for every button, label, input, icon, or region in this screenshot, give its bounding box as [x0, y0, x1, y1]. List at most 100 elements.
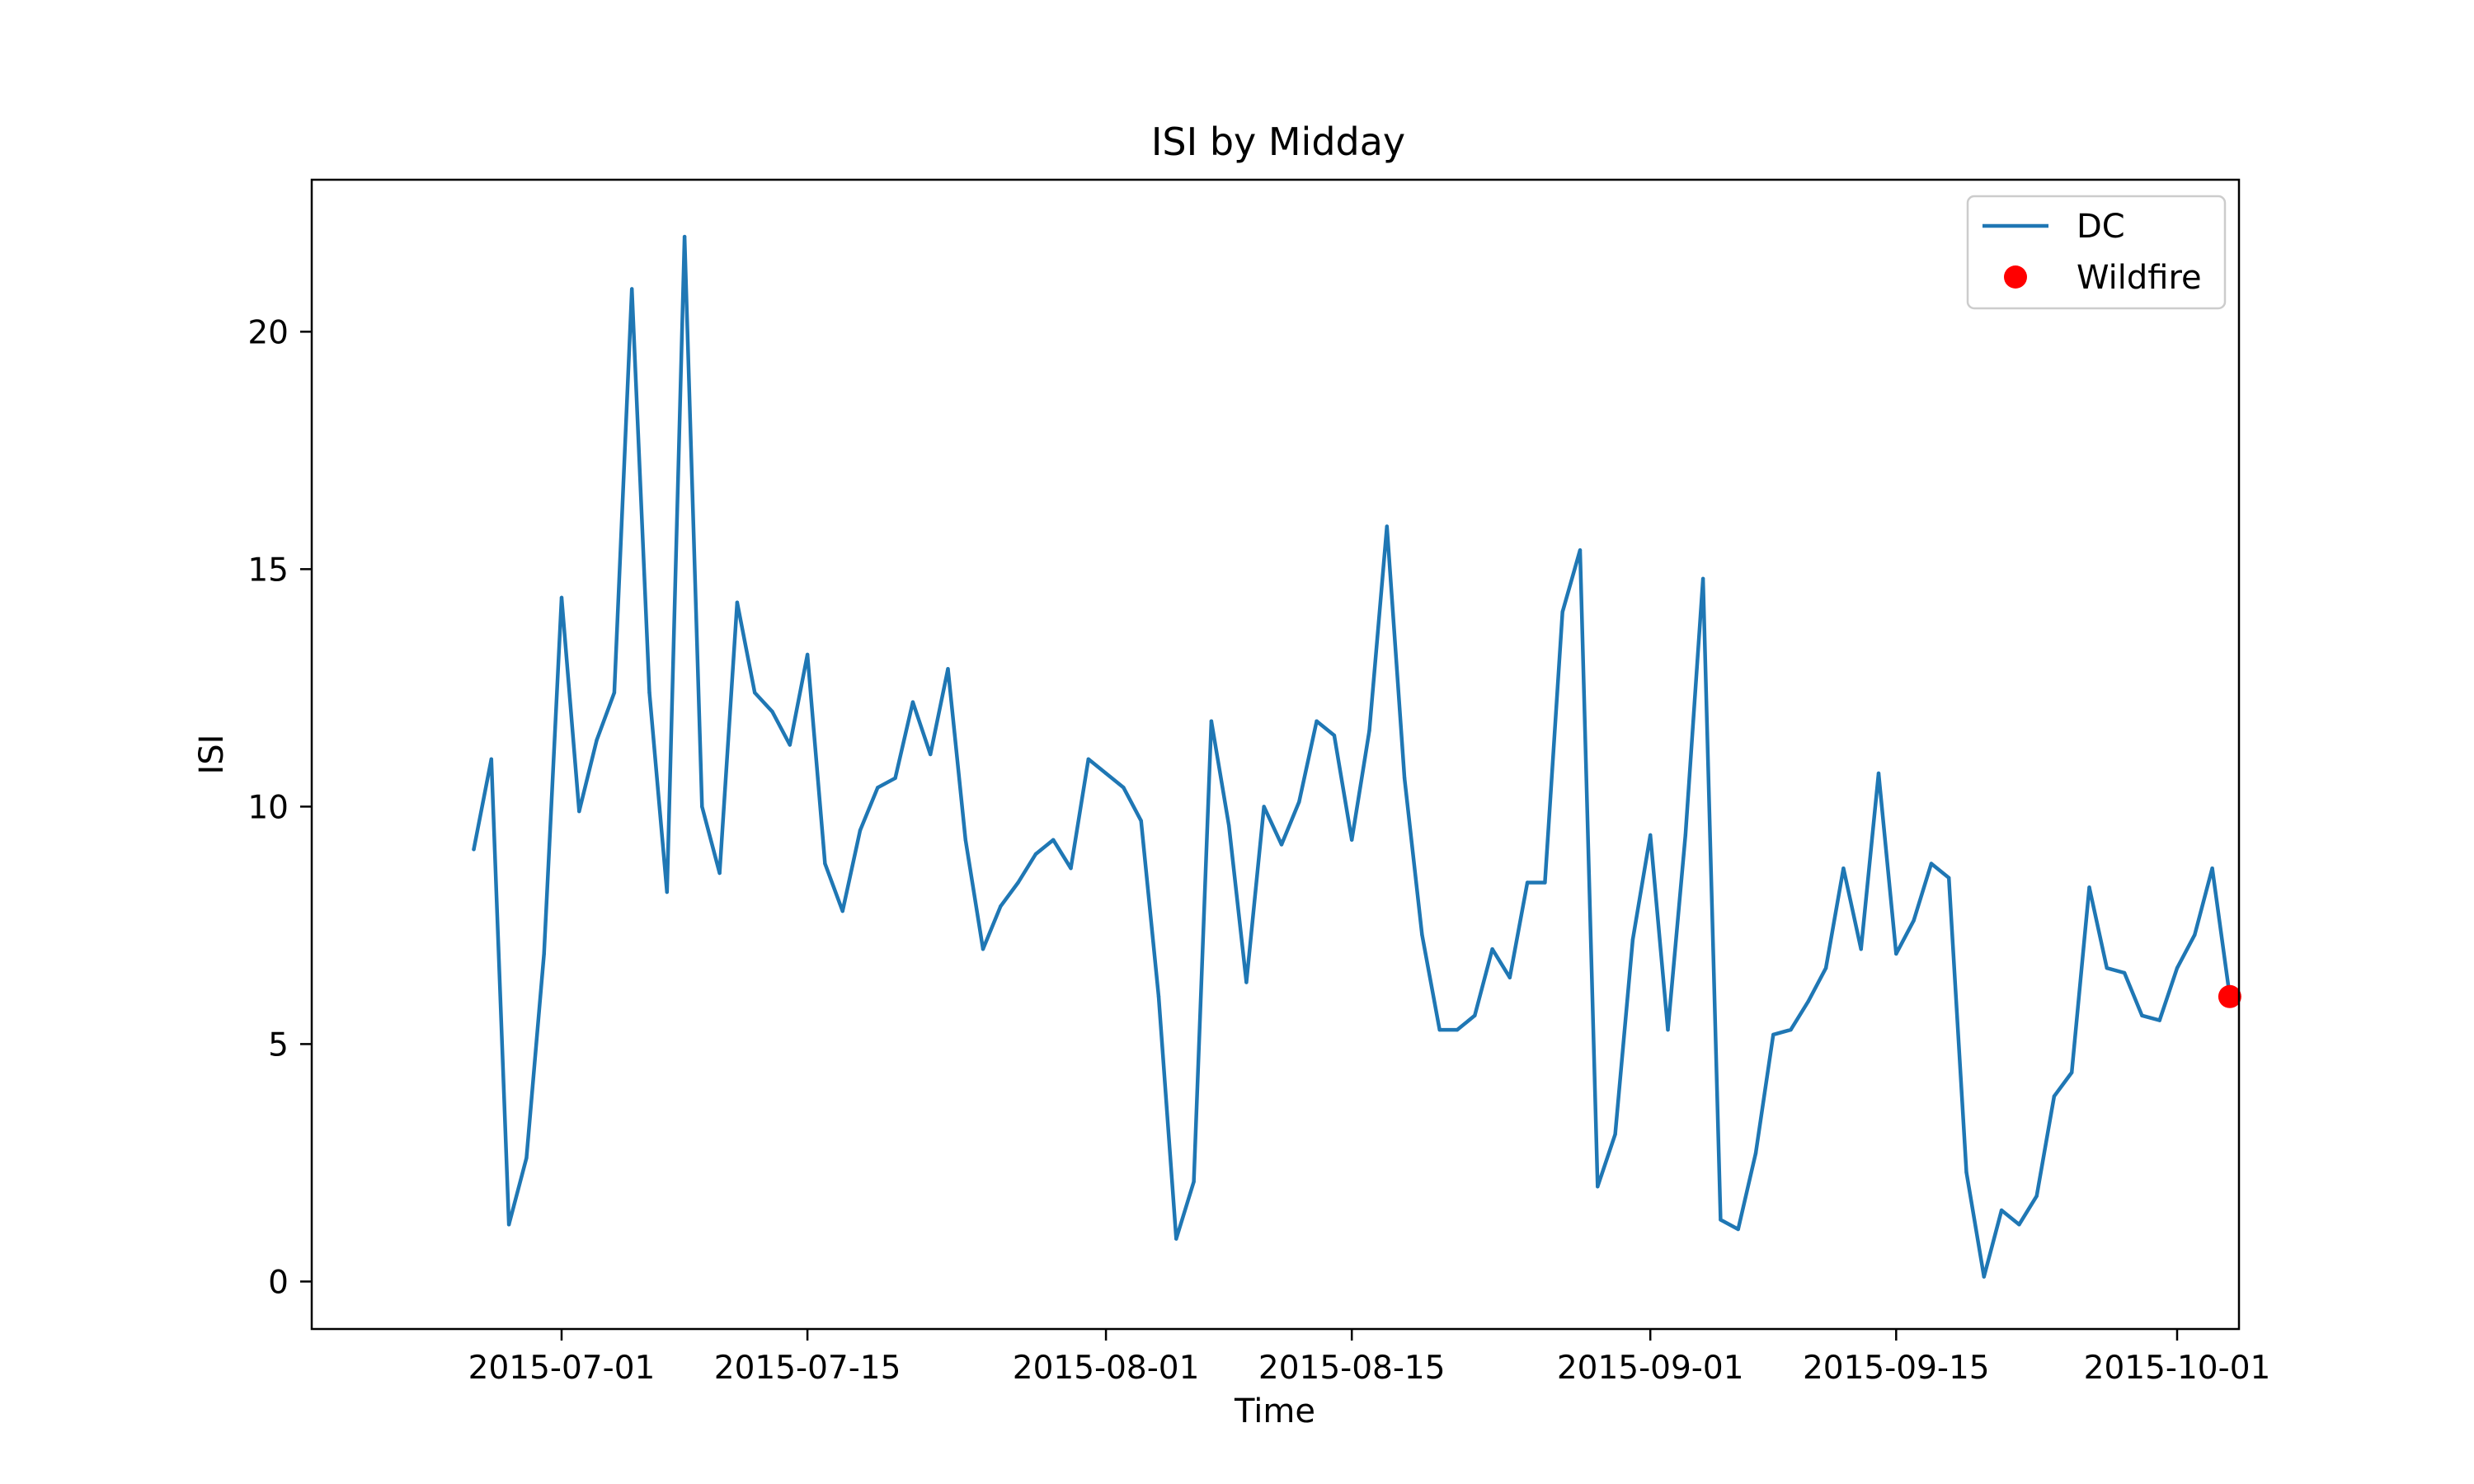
data-point [910, 700, 915, 704]
data-point [1596, 1185, 1600, 1189]
data-point [2034, 1194, 2039, 1198]
legend-marker-icon [2004, 265, 2027, 289]
x-tick-label: 2015-07-01 [468, 1350, 656, 1387]
data-point [1947, 876, 1951, 881]
data-point [1823, 966, 1828, 970]
x-tick-label: 2015-07-15 [714, 1350, 901, 1387]
data-point [1719, 1218, 1723, 1222]
data-point [1086, 757, 1091, 761]
data-point [1912, 918, 1916, 923]
data-point [858, 829, 863, 833]
data-point [876, 786, 880, 790]
data-point [1051, 838, 1056, 842]
data-point [981, 947, 985, 951]
data-point [1402, 776, 1407, 780]
data-point [2122, 970, 2127, 975]
data-point [823, 862, 827, 866]
data-point [788, 743, 792, 747]
data-point [1771, 1032, 1776, 1037]
data-point [1297, 800, 1301, 804]
data-point [524, 1156, 529, 1160]
data-point [559, 595, 564, 600]
x-axis: 2015-07-01 2015-07-15 2015-08-01 2015-08-15… [468, 1329, 2271, 1387]
x-tick-label: 2015-09-15 [1803, 1350, 1990, 1387]
data-point [1016, 881, 1020, 885]
data-point [1736, 1227, 1740, 1232]
data-point [1174, 1237, 1178, 1241]
data-point [1420, 932, 1424, 937]
data-point [999, 904, 1003, 909]
data-point [1315, 719, 1319, 723]
chart-title: ISI by Midday [1151, 120, 1405, 164]
data-point [1350, 838, 1354, 842]
data-point [2105, 966, 2109, 970]
data-point [929, 752, 933, 757]
data-point [2193, 932, 2197, 937]
x-tick-label: 2015-08-15 [1258, 1350, 1446, 1387]
data-point [1999, 1208, 2004, 1213]
data-point [1103, 771, 1108, 776]
data-point [2157, 1018, 2161, 1022]
data-point [1156, 994, 1161, 999]
data-point [630, 287, 634, 291]
data-point [1789, 1027, 1793, 1032]
data-point [2175, 966, 2180, 970]
y-tick-label: 0 [268, 1264, 289, 1301]
data-point [1122, 786, 1126, 790]
data-point [946, 667, 950, 671]
data-point [577, 809, 581, 814]
data-point [1683, 833, 1688, 838]
data-point [2210, 866, 2214, 871]
data-point [1279, 843, 1284, 847]
data-point [1876, 771, 1881, 776]
data-point [1613, 1132, 1617, 1137]
data-point [1490, 947, 1494, 951]
y-tick-label: 15 [247, 552, 289, 589]
x-axis-label: Time [1234, 1392, 1315, 1430]
data-point [1227, 824, 1231, 828]
data-point [770, 710, 774, 714]
data-point [1700, 576, 1705, 581]
x-tick-label: 2015-09-01 [1557, 1350, 1744, 1387]
data-point [1894, 951, 1898, 956]
data-point [682, 234, 687, 239]
y-tick-label: 10 [247, 789, 289, 826]
x-tick-label: 2015-10-01 [2084, 1350, 2271, 1387]
data-point [735, 600, 740, 604]
data-point [506, 1223, 511, 1227]
data-point [1244, 980, 1249, 984]
data-point [1385, 524, 1390, 528]
data-point [1437, 1027, 1442, 1032]
data-point [1753, 1151, 1758, 1156]
legend: DC Wildfire [1966, 195, 2227, 310]
data-point [2140, 1013, 2144, 1018]
data-point [2070, 1070, 2074, 1075]
data-point [1964, 1170, 1968, 1175]
axes-frame [310, 178, 2241, 1331]
data-point [1033, 852, 1038, 857]
data-point [717, 871, 722, 876]
data-point [1929, 862, 1934, 866]
data-point [1525, 881, 1530, 885]
data-point [2052, 1094, 2057, 1098]
data-point [1649, 833, 1653, 838]
data-point [2017, 1223, 2021, 1227]
legend-label: Wildfire [2077, 259, 2202, 297]
data-point [1859, 947, 1863, 951]
data-point [1473, 1013, 1477, 1018]
data-point [647, 690, 651, 695]
data-point [1455, 1027, 1460, 1032]
data-point [893, 776, 897, 780]
data-point [753, 690, 757, 695]
data-point [472, 848, 476, 852]
data-point [1069, 866, 1073, 871]
data-point [1262, 805, 1266, 809]
data-point [963, 838, 968, 842]
data-point [612, 690, 617, 695]
x-tick-label: 2015-08-01 [1013, 1350, 1200, 1387]
y-axis: 0 5 10 15 20 [247, 314, 312, 1301]
data-point [805, 652, 810, 657]
y-axis-label: ISI [193, 735, 231, 775]
data-point [1139, 819, 1143, 823]
